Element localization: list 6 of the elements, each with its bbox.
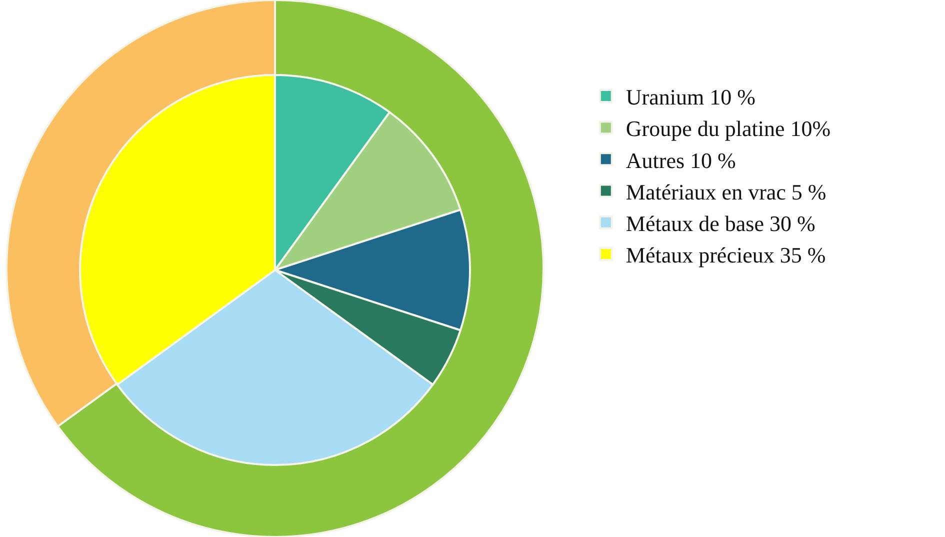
legend-label: Uranium 10 % xyxy=(626,84,756,110)
legend-label: Métaux de base 30 % xyxy=(626,210,816,236)
legend-label: Matériaux en vrac 5 % xyxy=(626,179,826,204)
legend-label: Métaux précieux 35 % xyxy=(626,242,826,268)
legend-label: Groupe du platine 10% xyxy=(626,116,831,142)
legend-label: Autres 10 % xyxy=(626,148,736,173)
